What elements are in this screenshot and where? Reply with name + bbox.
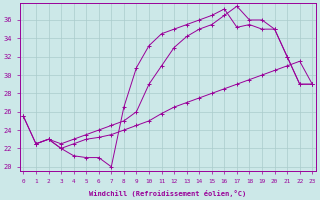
X-axis label: Windchill (Refroidissement éolien,°C): Windchill (Refroidissement éolien,°C) xyxy=(89,190,246,197)
